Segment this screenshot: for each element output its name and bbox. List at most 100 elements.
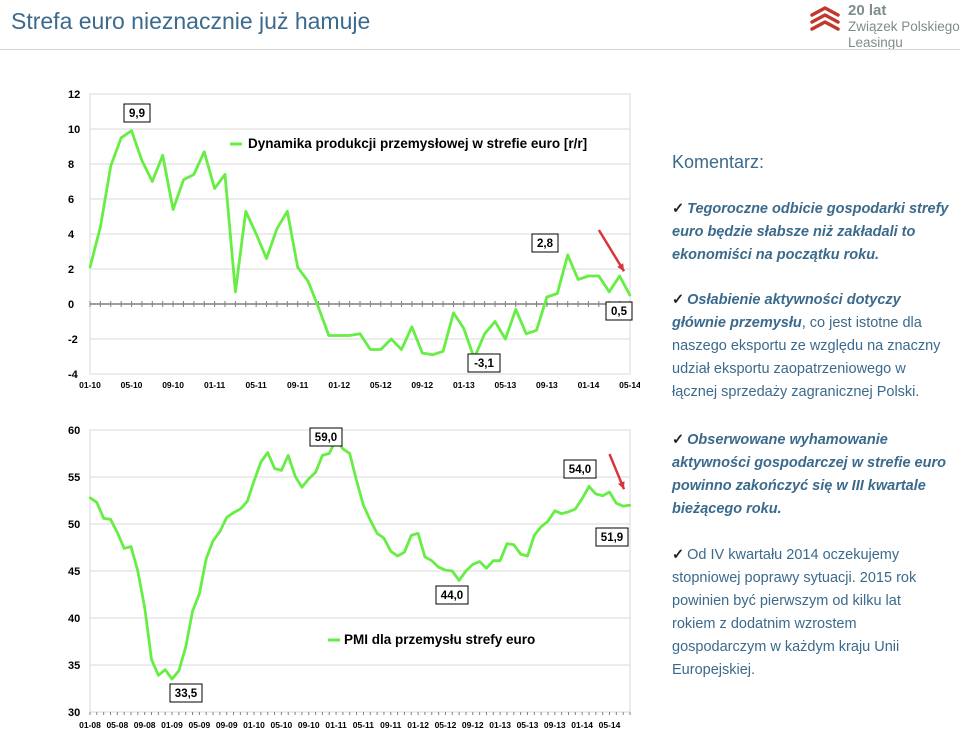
data-label: 0,5 bbox=[611, 306, 628, 318]
pmi-point bbox=[198, 592, 201, 595]
comment-point-2-line-3: naszego eksportu ze względu na znaczny bbox=[672, 338, 941, 354]
pmi-point bbox=[252, 479, 256, 482]
x-tick-label: 05-13 bbox=[517, 720, 539, 730]
pmi-point bbox=[396, 554, 399, 558]
pmi-point bbox=[191, 610, 194, 613]
x-tick-label: 05-13 bbox=[495, 380, 517, 390]
production-point bbox=[556, 292, 559, 295]
pmi-point bbox=[239, 507, 242, 511]
y-tick-label: 12 bbox=[68, 89, 80, 101]
pmi-point bbox=[519, 552, 522, 556]
pmi-point bbox=[505, 542, 509, 545]
industrial-production-chart: 12 10 8 6 4 2 0 -2 -401-10 05-10 09-10 01-11 05-11 09… bbox=[68, 89, 640, 390]
check-icon: ✓ bbox=[672, 201, 685, 217]
pmi-point bbox=[280, 469, 283, 472]
pmi-point bbox=[587, 485, 591, 488]
x-tick-label: 05-12 bbox=[435, 720, 457, 730]
plot-border bbox=[89, 429, 631, 713]
page-title: Strefa euro nieznacznie już hamuje bbox=[11, 8, 371, 34]
x-tick-label: 01-09 bbox=[161, 720, 183, 730]
production-point bbox=[462, 327, 466, 330]
y-tick-label: 10 bbox=[68, 124, 80, 136]
pmi-point bbox=[211, 539, 215, 543]
production-point bbox=[618, 274, 621, 278]
pmi-series-line bbox=[89, 437, 631, 681]
x-tick-label: 05-11 bbox=[353, 720, 375, 730]
x-tick-label: 01-10 bbox=[243, 720, 265, 730]
y-tick-label: 6 bbox=[68, 194, 74, 206]
pmi-point bbox=[423, 555, 427, 559]
pmi-point bbox=[293, 474, 297, 478]
pmi-point bbox=[362, 504, 365, 507]
pmi-point bbox=[287, 454, 290, 457]
production-point bbox=[535, 329, 538, 332]
pmi-point bbox=[163, 668, 167, 671]
brand-logo: 20 lat Związek Polskiego Leasingu bbox=[808, 2, 960, 52]
y-tick-label: 30 bbox=[68, 707, 80, 719]
pmi-point bbox=[594, 492, 598, 496]
production-point bbox=[109, 164, 112, 167]
pmi-point bbox=[580, 497, 584, 500]
pmi-point bbox=[266, 451, 269, 454]
comment-point-2: ✓ Osłabienie aktywności dotyczy głównie p… bbox=[672, 289, 960, 404]
comment-point-3-line-1: Obserwowane wyhamowanie bbox=[687, 432, 888, 448]
production-point bbox=[410, 325, 414, 328]
comment-point-4-line-1: Od IV kwartału 2014 oczekujemy bbox=[687, 547, 900, 563]
x-tick-label: 05-14 bbox=[599, 720, 621, 730]
production-point bbox=[431, 353, 434, 356]
legend-label: Dynamika produkcji przemysłowej w strefi… bbox=[248, 136, 587, 151]
data-label: 33,5 bbox=[175, 688, 198, 700]
y-tick-label: 45 bbox=[68, 566, 80, 578]
comment-point-4-line-2: stopniowej poprawy sytuacji. 2015 rok bbox=[672, 570, 917, 586]
pmi-point bbox=[341, 447, 345, 450]
x-tick-label: 09-12 bbox=[411, 380, 433, 390]
pmi-point bbox=[218, 530, 222, 533]
plot-border bbox=[89, 93, 631, 375]
pmi-point bbox=[410, 534, 413, 537]
x-tick-label: 01-14 bbox=[571, 720, 593, 730]
x-tick-label: 01-13 bbox=[489, 720, 511, 730]
pmi-point bbox=[430, 559, 433, 562]
y-tick-label: 8 bbox=[68, 159, 74, 171]
pmi-point bbox=[601, 494, 604, 497]
check-icon: ✓ bbox=[672, 292, 685, 308]
production-point bbox=[608, 290, 611, 293]
brand-name-2: Leasingu bbox=[848, 35, 903, 50]
production-point bbox=[265, 257, 268, 260]
production-point bbox=[524, 332, 528, 335]
pmi-point bbox=[122, 547, 126, 550]
production-point bbox=[234, 290, 237, 293]
y-tick-label: 50 bbox=[68, 519, 80, 531]
annotation-box bbox=[435, 585, 469, 605]
production-point bbox=[317, 306, 320, 309]
pmi-point bbox=[205, 557, 208, 560]
pmi-point bbox=[546, 519, 550, 523]
annotation-box bbox=[169, 683, 203, 703]
data-label: 51,9 bbox=[601, 532, 623, 544]
comment-point-4-line-3: powinien być pierwszym od kilku lat bbox=[672, 593, 901, 609]
pmi-point bbox=[273, 467, 276, 470]
x-tick-label: 09-08 bbox=[134, 720, 156, 730]
x-tick-label: 09-11 bbox=[287, 380, 309, 390]
annotation-box bbox=[467, 353, 501, 373]
comment-point-3-line-4: bieżącego roku. bbox=[672, 501, 782, 517]
production-point bbox=[296, 266, 299, 269]
pmi-point bbox=[464, 569, 468, 573]
x-tick-label: 05-08 bbox=[106, 720, 128, 730]
pmi-point bbox=[444, 568, 447, 572]
comment-point-1-line-2: euro będzie słabsze niż zakładali to bbox=[672, 224, 916, 240]
pmi-point bbox=[184, 645, 187, 649]
production-point bbox=[587, 274, 590, 278]
pmi-point bbox=[116, 531, 119, 534]
x-tick-label: 05-09 bbox=[188, 720, 210, 730]
x-tick-label: 05-12 bbox=[370, 380, 392, 390]
pmi-point bbox=[355, 479, 358, 482]
x-tick-label: 09-12 bbox=[462, 720, 484, 730]
pmi-point bbox=[95, 501, 99, 504]
y-tick-label: 55 bbox=[68, 472, 80, 484]
production-point bbox=[369, 348, 372, 351]
production-point bbox=[504, 337, 507, 341]
production-point bbox=[327, 334, 331, 337]
pmi-point bbox=[621, 504, 625, 508]
